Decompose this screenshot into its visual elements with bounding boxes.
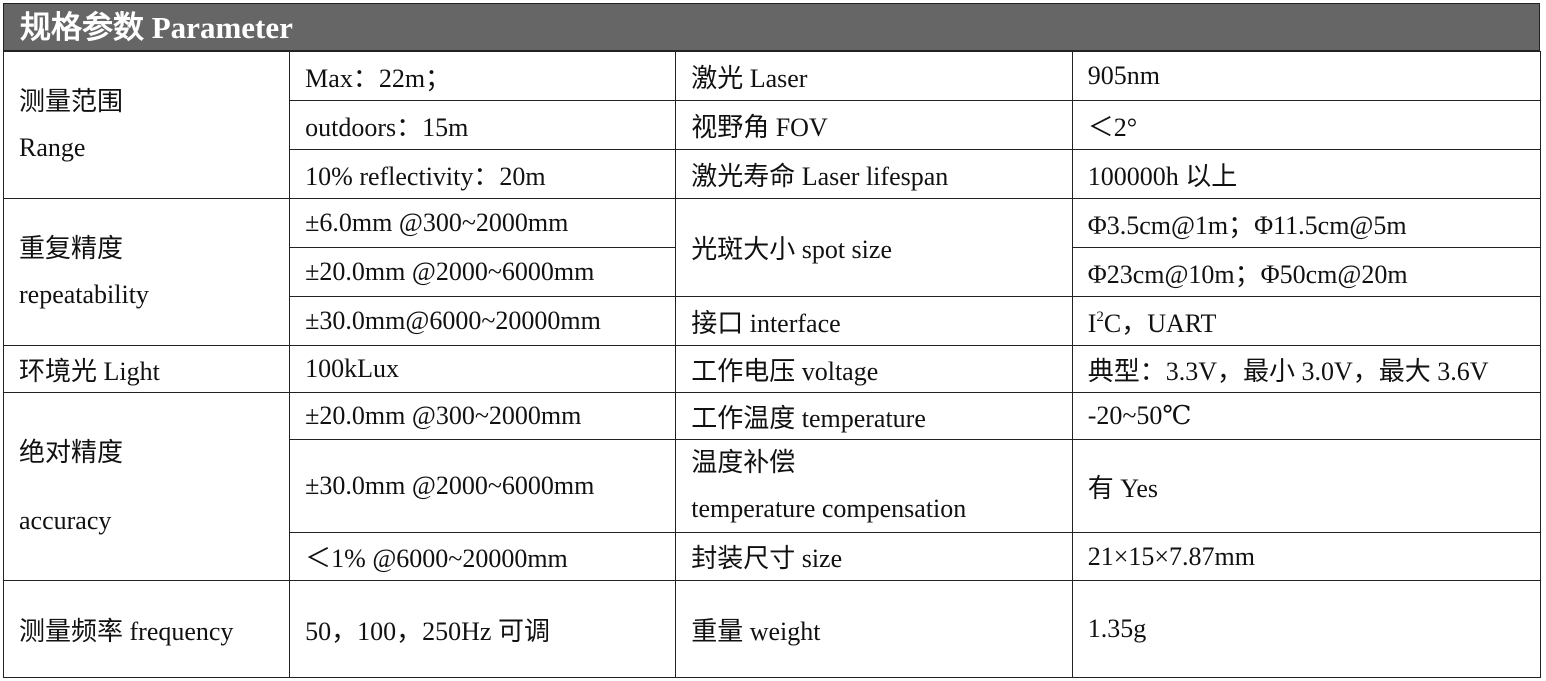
interface-post: C，UART (1103, 308, 1217, 338)
temperature-label: 工作温度 temperature (675, 392, 1073, 440)
fov-label: 视野角 FOV (675, 100, 1073, 150)
compensation-value: 有 Yes (1071, 439, 1542, 533)
lifespan-label: 激光寿命 Laser lifespan (675, 149, 1073, 199)
frequency-value: 50，100，250Hz 可调 (289, 580, 677, 678)
label-cn: 绝对精度 (19, 437, 124, 467)
lifespan-value: 100000h 以上 (1071, 149, 1542, 199)
range-max: Max：22m； (289, 51, 677, 101)
spot-value-2: Φ23cm@10m；Φ50cm@20m (1071, 247, 1542, 297)
laser-label: 激光 Laser (675, 51, 1073, 101)
weight-value: 1.35g (1071, 580, 1542, 678)
range-label: 测量范围 Range (2, 51, 291, 199)
interface-sup: 2 (1096, 308, 1104, 325)
weight-label: 重量 weight (675, 580, 1073, 678)
compensation-label: 温度补偿 temperature compensation (675, 439, 1073, 533)
accuracy-label: 绝对精度 accuracy (2, 392, 291, 581)
repeatability-label: 重复精度 repeatability (2, 198, 291, 346)
interface-value: I2C，UART (1071, 296, 1542, 346)
range-outdoors: outdoors：15m (289, 100, 677, 150)
label-en: repeatability (19, 280, 149, 309)
interface-pre: I (1087, 308, 1097, 338)
table-row: ±30.0mm@6000~20000mm 接口 interface I2C，UA… (4, 296, 1542, 346)
voltage-value: 典型：3.3V，最小 3.0V，最大 3.6V (1071, 345, 1542, 393)
section-header: 规格参数 Parameter (3, 3, 1540, 51)
label-cn: 温度补偿 (691, 448, 796, 477)
range-reflectivity: 10% reflectivity：20m (289, 149, 677, 199)
size-value: 21×15×7.87mm (1071, 532, 1542, 581)
label-cn: 重复精度 (19, 234, 124, 263)
frequency-label: 测量频率 frequency (2, 580, 291, 678)
parameter-table: 测量范围 Range Max：22m； 激光 Laser 905nm outdoo… (2, 51, 1542, 678)
section-title: 规格参数 Parameter (20, 10, 293, 45)
table-row: 测量频率 frequency 50，100，250Hz 可调 重量 weight… (2, 580, 1542, 678)
label-en: accuracy (19, 505, 112, 535)
label-en: temperature compensation (691, 494, 967, 523)
interface-label: 接口 interface (675, 296, 1073, 346)
temperature-value: -20~50℃ (1071, 392, 1542, 440)
repeatability-2: ±20.0mm @2000~6000mm (289, 247, 677, 297)
spot-value-1: Φ3.5cm@1m；Φ11.5cm@5m (1071, 198, 1542, 248)
table-row: 环境光 Light 100kLux 工作电压 voltage 典型：3.3V，最… (2, 345, 1542, 393)
laser-value: 905nm (1071, 51, 1542, 101)
label-cn: 测量范围 (19, 87, 124, 116)
table-row: outdoors：15m 视野角 FOV ＜2° (4, 100, 1542, 150)
size-label: 封装尺寸 size (675, 532, 1073, 581)
label-en: Range (19, 133, 86, 162)
repeatability-1: ±6.0mm @300~2000mm (289, 198, 677, 248)
table-row: 测量范围 Range Max：22m； 激光 Laser 905nm (2, 51, 1542, 199)
table-row: ±30.0mm @2000~6000mm 温度补偿 temperature com… (4, 439, 1542, 533)
table-row: ＜1% @6000~20000mm 封装尺寸 size 21×15×7.87mm (4, 532, 1542, 581)
light-value: 100kLux (289, 345, 677, 393)
voltage-label: 工作电压 voltage (675, 345, 1073, 393)
table-row: 绝对精度 accuracy ±20.0mm @300~2000mm 工作温度 te… (2, 392, 1542, 581)
spot-label: 光斑大小 spot size (675, 198, 1073, 297)
accuracy-3: ＜1% @6000~20000mm (289, 532, 677, 581)
light-label: 环境光 Light (2, 345, 291, 393)
table-row: 重复精度 repeatability ±6.0mm @300~2000mm 光斑大… (2, 198, 1542, 346)
accuracy-2: ±30.0mm @2000~6000mm (289, 439, 677, 533)
fov-value: ＜2° (1071, 100, 1542, 150)
repeatability-3: ±30.0mm@6000~20000mm (289, 296, 677, 346)
accuracy-1: ±20.0mm @300~2000mm (289, 392, 677, 440)
